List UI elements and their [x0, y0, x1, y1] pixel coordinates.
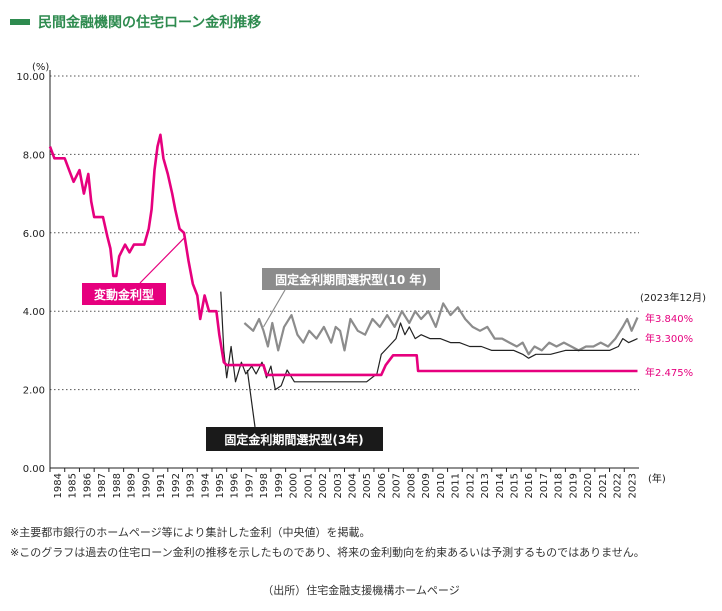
x-tick-label: 2019 [568, 473, 579, 498]
series-fixed3-line [220, 291, 638, 391]
x-tick-label: 2015 [509, 473, 520, 498]
x-tick-label: 2006 [377, 473, 388, 498]
x-tick-label: 1989 [127, 473, 138, 498]
x-tick-label: 1987 [97, 473, 108, 498]
x-tick-label: 1988 [112, 473, 123, 498]
x-tick-label: 1993 [186, 473, 197, 498]
x-tick-label: 2001 [303, 473, 314, 498]
chart-title: 民間金融機関の住宅ローン金利推移 [38, 15, 262, 31]
x-tick-label: 1991 [156, 473, 167, 498]
x-tick-label: 2021 [598, 473, 609, 498]
x-tick-label: 2009 [421, 473, 432, 498]
y-tick-label: 10.00 [16, 72, 45, 83]
x-tick-label: 2000 [289, 473, 300, 498]
label-variable: 変動金利型 [94, 287, 154, 302]
x-tick-label: 2010 [436, 473, 447, 498]
x-tick-label: 2014 [495, 473, 506, 498]
x-tick-label: 2013 [480, 473, 491, 498]
footnote-2: ※このグラフは過去の住宅ローン金利の推移を示したものであり、将来の金利動向を約束… [10, 546, 645, 559]
y-tick-label: 6.00 [23, 229, 45, 240]
x-tick-label: 2023 [627, 473, 638, 498]
leader-line-fixed3 [246, 369, 256, 428]
y-tick-label: 0.00 [23, 464, 45, 475]
source-note: （出所）住宅金融支援機構ホームページ [262, 584, 460, 597]
leader-line-fixed10 [262, 289, 286, 328]
x-tick-label: 1997 [244, 473, 255, 498]
series-end-label: 年2.475% [645, 366, 693, 379]
title-row: 民間金融機関の住宅ローン金利推移 [10, 12, 261, 32]
label-fixed3: 固定金利期間選択型(3年) [224, 432, 363, 447]
x-tick-label: 2020 [583, 473, 594, 498]
x-tick-label: 1995 [215, 473, 226, 498]
x-tick-label: 1992 [171, 473, 182, 498]
x-tick-label: 1984 [53, 473, 64, 498]
y-tick-label: 8.00 [23, 150, 45, 161]
label-box-fixed3 [206, 427, 383, 451]
x-tick-label: 2003 [333, 473, 344, 498]
label-fixed10: 固定金利期間選択型(10 年) [275, 272, 427, 287]
x-tick-label: 2017 [539, 473, 550, 498]
series-end-label: 年3.840% [645, 312, 693, 325]
date-note: (2023年12月) [640, 291, 706, 304]
x-tick-label: 2008 [406, 473, 417, 498]
x-tick-label: 1986 [82, 473, 93, 498]
x-tick-label: 2002 [318, 473, 329, 498]
series-fixed10-line [243, 302, 639, 356]
series-variable-line [48, 133, 638, 377]
series-end-label: 年3.300% [645, 332, 693, 345]
x-tick-label: 1998 [259, 473, 270, 498]
x-axis-unit: (年) [648, 472, 666, 485]
y-tick-label: 2.00 [23, 386, 45, 397]
x-tick-label: 1985 [68, 473, 79, 498]
x-tick-label: 2016 [524, 473, 535, 498]
x-tick-label: 2005 [362, 473, 373, 498]
x-tick-label: 2004 [348, 473, 359, 498]
x-tick-label: 2007 [392, 473, 403, 498]
y-axis-unit: (%) [32, 62, 49, 73]
x-tick-label: 2022 [613, 473, 624, 498]
label-box-variable [82, 283, 166, 305]
x-tick-label: 1990 [141, 473, 152, 498]
y-tick-label: 4.00 [23, 307, 45, 318]
label-box-fixed10 [262, 268, 440, 290]
x-tick-label: 2011 [451, 473, 462, 498]
series-lines [48, 133, 639, 391]
title-marker [10, 19, 30, 25]
x-tick-label: 1999 [274, 473, 285, 498]
leader-line-variable [139, 236, 186, 284]
footnote-1: ※主要都市銀行のホームページ等により集計した金利（中央値）を掲載。 [10, 526, 371, 539]
x-tick-label: 2012 [465, 473, 476, 498]
annotations: 年2.475%年3.840%年3.300%(2023年12月)変動金利型固定金利… [82, 236, 706, 451]
x-tick-label: 1994 [200, 473, 211, 498]
x-tick-label: 2018 [554, 473, 565, 498]
x-tick-label: 1996 [230, 473, 241, 498]
